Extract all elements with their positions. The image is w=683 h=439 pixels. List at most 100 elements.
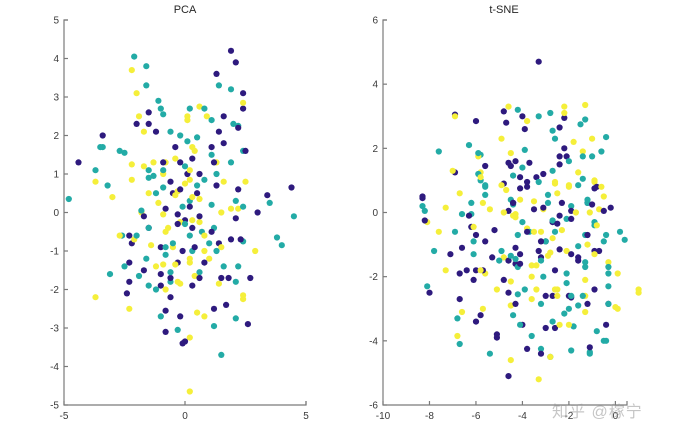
data-point-class1	[549, 292, 556, 299]
data-point-class2	[194, 134, 201, 141]
data-point-class1	[596, 247, 603, 255]
data-point-class1	[505, 289, 512, 296]
data-point-class3	[528, 296, 535, 303]
data-point-class2	[273, 234, 281, 241]
data-point-class3	[201, 313, 208, 320]
data-point-class2	[568, 347, 575, 354]
data-point-class3	[582, 308, 589, 316]
data-point-class3	[561, 103, 568, 110]
data-point-class2	[544, 191, 552, 198]
data-point-class3	[558, 227, 566, 234]
data-point-class2	[435, 148, 442, 155]
y-tick-label: 4	[53, 54, 59, 65]
data-point-class2	[169, 240, 176, 247]
data-point-class3	[479, 305, 486, 312]
data-point-class1	[75, 159, 82, 166]
data-point-class1	[524, 178, 531, 186]
data-point-class2	[565, 305, 573, 312]
data-point-class2	[206, 240, 213, 247]
data-point-class2	[290, 213, 297, 220]
data-point-class1	[521, 126, 528, 133]
data-point-class1	[140, 267, 147, 274]
data-point-class2	[605, 263, 612, 271]
data-point-class1	[591, 286, 598, 293]
data-point-class2	[174, 326, 181, 333]
data-point-class1	[421, 217, 428, 224]
data-point-class1	[227, 47, 235, 54]
data-point-class2	[482, 182, 489, 189]
data-point-class3	[189, 194, 196, 201]
data-point-class1	[133, 120, 140, 127]
data-point-class1	[568, 207, 575, 214]
data-point-class1	[517, 185, 524, 192]
data-point-class3	[586, 209, 593, 216]
data-point-class3	[547, 249, 554, 256]
data-point-class2	[549, 217, 556, 224]
data-point-class3	[150, 159, 157, 166]
x-tick-label: 5	[303, 411, 309, 422]
pca-title: PCA	[174, 4, 197, 16]
data-point-class1	[524, 345, 531, 352]
data-point-class2	[210, 323, 218, 330]
data-point-class1	[568, 251, 575, 258]
data-point-class1	[505, 257, 512, 264]
data-point-class1	[607, 204, 614, 211]
data-point-class2	[104, 182, 111, 189]
data-point-class1	[556, 124, 563, 131]
data-point-class3	[451, 113, 459, 120]
watermark-text: 知乎 @稼宁	[552, 404, 643, 421]
data-point-class1	[472, 318, 480, 325]
pca-scatter-panel: PCA -5 -4 -3 -2 -1 0 1 2 3 4 5 -5 0 5	[50, 4, 309, 422]
x-tick-label: -4	[518, 411, 527, 422]
y-tick-label: -3	[50, 324, 59, 335]
data-point-class1	[167, 274, 174, 282]
data-point-class2	[549, 127, 556, 134]
data-point-class2	[138, 207, 145, 214]
data-point-class3	[165, 224, 172, 231]
data-point-class2	[549, 318, 556, 325]
data-point-class1	[160, 159, 167, 166]
data-point-class1	[505, 159, 512, 166]
data-point-class2	[537, 345, 545, 352]
data-point-class2	[465, 142, 473, 149]
data-point-class1	[537, 238, 545, 245]
data-point-class1	[167, 294, 174, 301]
data-point-class3	[479, 199, 486, 206]
data-point-class3	[596, 206, 603, 213]
data-point-class1	[235, 186, 242, 193]
data-point-class3	[584, 241, 591, 248]
x-tick-label: -10	[376, 411, 391, 422]
data-point-class2	[605, 283, 612, 290]
data-point-class1	[526, 159, 533, 166]
data-point-class1	[600, 207, 607, 214]
data-point-class1	[535, 247, 542, 255]
y-tick-label: -5	[50, 401, 59, 412]
data-point-class1	[174, 220, 181, 228]
data-point-class3	[181, 180, 189, 187]
data-point-class3	[517, 196, 524, 203]
data-point-class1	[140, 213, 147, 220]
data-point-class3	[505, 103, 512, 110]
data-point-class3	[162, 286, 169, 293]
data-point-class2	[227, 86, 235, 93]
data-point-class3	[242, 178, 249, 185]
data-point-class1	[554, 220, 561, 227]
data-point-class2	[563, 215, 570, 222]
data-point-class3	[503, 186, 510, 194]
data-point-class2	[537, 257, 545, 264]
data-point-class1	[575, 254, 582, 261]
data-point-class2	[542, 238, 549, 245]
data-point-class3	[449, 167, 456, 174]
data-point-class2	[600, 238, 607, 245]
y-tick-label: 1	[53, 170, 59, 181]
data-point-class3	[533, 286, 540, 293]
data-point-class2	[213, 247, 220, 255]
data-point-class3	[556, 321, 563, 328]
data-point-class3	[591, 251, 598, 258]
y-tick-label: 3	[53, 93, 59, 104]
data-point-class3	[240, 296, 247, 303]
data-point-class3	[196, 195, 203, 203]
data-point-class1	[505, 207, 512, 214]
tsne-points	[419, 58, 642, 383]
data-point-class1	[512, 158, 519, 165]
